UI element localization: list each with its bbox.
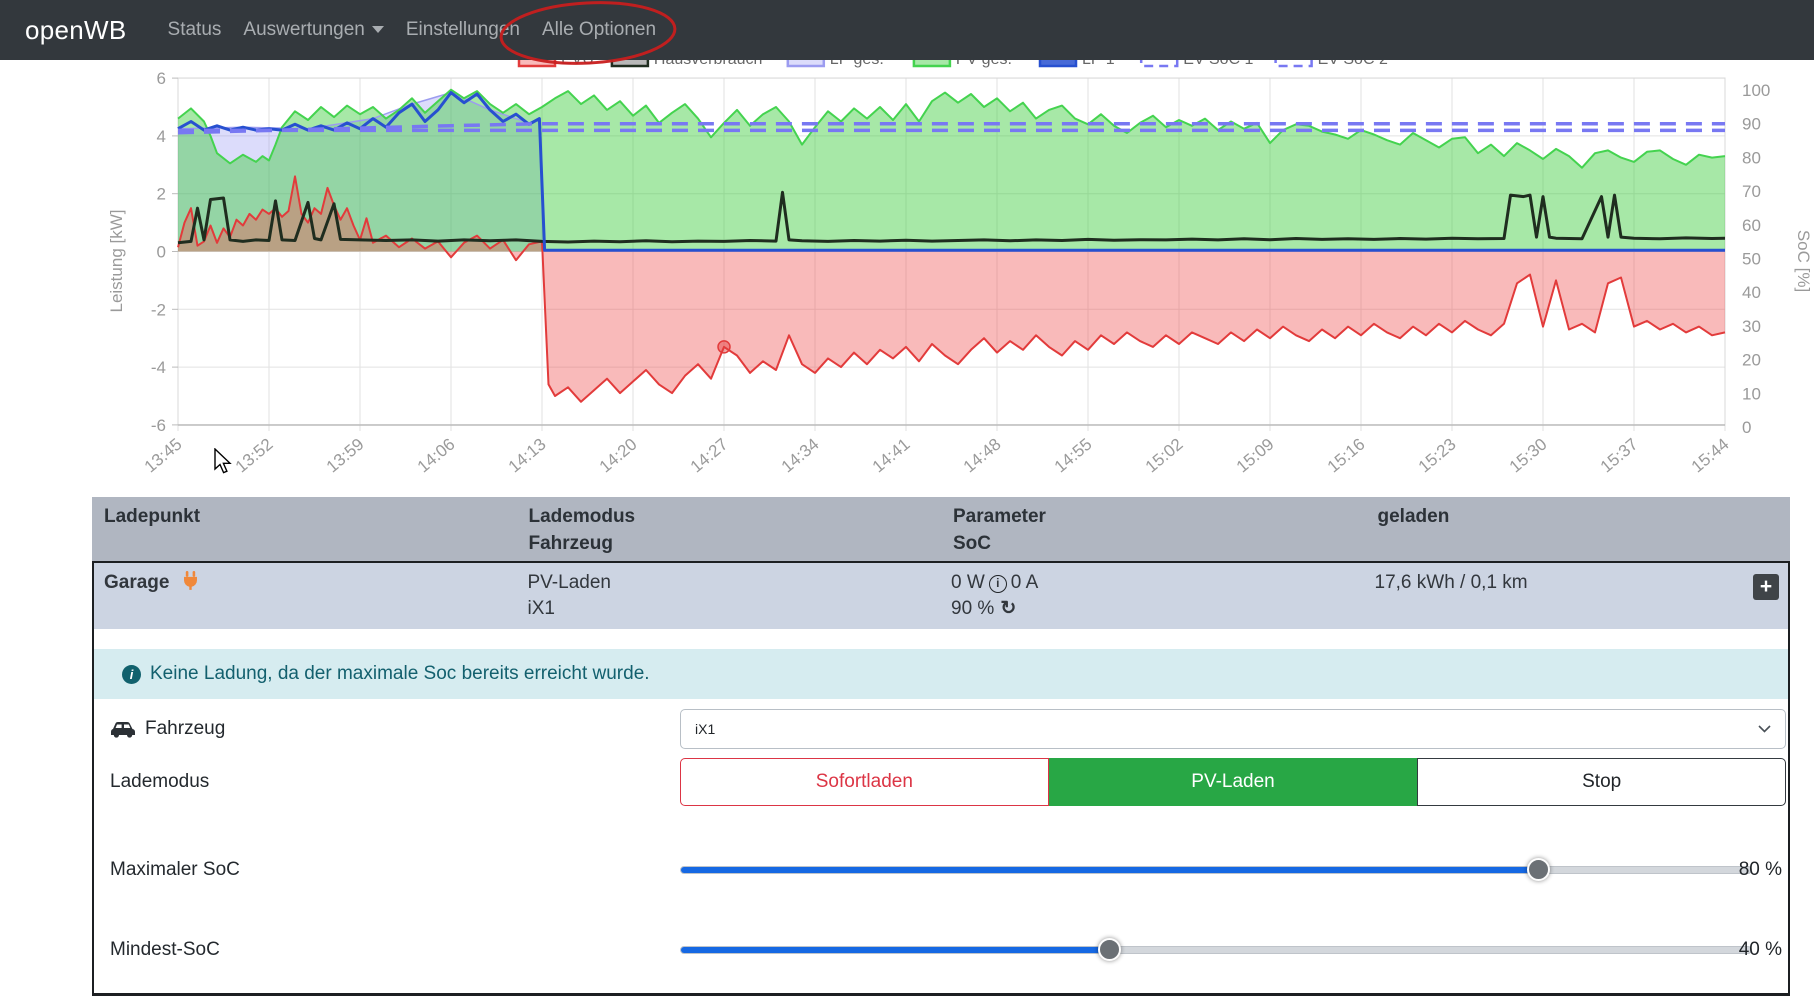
chargepoint-name: Garage — [104, 572, 169, 593]
max-soc-slider[interactable] — [680, 858, 1752, 882]
info-alert: i Keine Ladung, da der maximale Soc bere… — [94, 649, 1788, 699]
svg-text:-2: -2 — [151, 300, 166, 319]
charge-current: 0 A — [1011, 572, 1038, 593]
svg-text:14:34: 14:34 — [778, 435, 823, 477]
chevron-down-icon — [1758, 725, 1771, 733]
mode-row: Lademodus Sofortladen PV-Laden Stop — [94, 757, 1788, 807]
nav-menu: StatusAuswertungenEinstellungenAlle Opti… — [157, 19, 668, 41]
alert-text: Keine Ladung, da der maximale Soc bereit… — [150, 663, 650, 685]
svg-text:Leistung [kW]: Leistung [kW] — [107, 210, 126, 313]
svg-text:13:45: 13:45 — [141, 435, 186, 477]
svg-text:SoC [%]: SoC [%] — [1794, 230, 1813, 292]
expand-button[interactable]: + — [1753, 574, 1779, 600]
svg-text:14:48: 14:48 — [960, 435, 1005, 477]
svg-text:40: 40 — [1742, 283, 1761, 302]
header-parameter-soc: ParameterSoC — [941, 503, 1366, 561]
current-vehicle: iX1 — [528, 596, 942, 622]
min-soc-label: Mindest-SoC — [94, 939, 220, 961]
svg-text:70: 70 — [1742, 182, 1761, 201]
svg-text:20: 20 — [1742, 351, 1761, 370]
min-soc-value: 40 % — [1692, 939, 1782, 961]
svg-text:15:23: 15:23 — [1415, 435, 1460, 477]
header-ladepunkt: Ladepunkt — [92, 503, 517, 561]
parameter-cell: 0 Wi0 A 90 % ↻ — [941, 570, 1365, 629]
svg-text:14:41: 14:41 — [869, 435, 914, 477]
max-soc-thumb[interactable] — [1527, 858, 1550, 881]
nav-item-alle-optionen[interactable]: Alle Optionen — [531, 19, 667, 41]
min-soc-row: Mindest-SoC 40 % — [94, 925, 1788, 975]
svg-text:80: 80 — [1742, 148, 1761, 167]
charge-power: 0 W — [951, 572, 985, 593]
svg-text:15:30: 15:30 — [1506, 435, 1551, 477]
svg-text:90: 90 — [1742, 115, 1761, 134]
svg-text:14:06: 14:06 — [414, 435, 459, 477]
navbar: openWB StatusAuswertungenEinstellungenAl… — [0, 0, 1814, 60]
svg-text:30: 30 — [1742, 317, 1761, 336]
svg-text:4: 4 — [157, 127, 166, 146]
min-soc-thumb[interactable] — [1098, 938, 1121, 961]
info-circle-icon[interactable]: i — [989, 575, 1007, 593]
svg-text:0: 0 — [157, 243, 166, 262]
svg-text:15:37: 15:37 — [1597, 435, 1642, 477]
mode-button-group: Sofortladen PV-Laden Stop — [680, 758, 1786, 806]
svg-text:15:02: 15:02 — [1142, 435, 1187, 477]
chargepoint-row[interactable]: Garage PV-Laden iX1 0 Wi0 A — [94, 563, 1788, 629]
svg-text:2: 2 — [157, 185, 166, 204]
table-header: Ladepunkt LademodusFahrzeug ParameterSoC… — [92, 497, 1790, 561]
chargepoint-card: Garage PV-Laden iX1 0 Wi0 A — [92, 561, 1790, 996]
nav-item-einstellungen[interactable]: Einstellungen — [395, 19, 531, 41]
current-mode: PV-Laden — [528, 570, 942, 596]
svg-text:60: 60 — [1742, 216, 1761, 235]
brand-logo[interactable]: openWB — [25, 15, 127, 46]
header-lademodus-fahrzeug: LademodusFahrzeug — [517, 503, 942, 561]
nav-item-auswertungen[interactable]: Auswertungen — [232, 19, 394, 41]
svg-text:14:20: 14:20 — [596, 435, 641, 477]
mode-vehicle-cell: PV-Laden iX1 — [518, 570, 942, 629]
vehicle-row: Fahrzeug iX1 — [94, 707, 1788, 751]
svg-text:-6: -6 — [151, 416, 166, 435]
svg-text:13:59: 13:59 — [323, 435, 368, 477]
page: 6420-2-4-6Leistung [kW]10090807060504030… — [0, 0, 1814, 1000]
svg-text:14:13: 14:13 — [505, 435, 550, 477]
plug-icon — [182, 571, 199, 591]
svg-text:0: 0 — [1742, 418, 1751, 437]
svg-text:10: 10 — [1742, 384, 1761, 403]
mode-sofortladen-button[interactable]: Sofortladen — [680, 758, 1049, 806]
vehicle-select-value: iX1 — [695, 721, 715, 737]
mode-pv-laden-button[interactable]: PV-Laden — [1049, 758, 1418, 806]
svg-text:6: 6 — [157, 69, 166, 88]
svg-text:-4: -4 — [151, 358, 166, 377]
svg-text:100: 100 — [1742, 81, 1770, 100]
max-soc-label: Maximaler SoC — [94, 859, 240, 881]
charged-energy: 17,6 kWh / 0,1 km — [1375, 572, 1528, 593]
max-soc-value: 80 % — [1692, 859, 1782, 881]
svg-text:13:52: 13:52 — [232, 435, 277, 477]
nav-item-status[interactable]: Status — [157, 19, 233, 41]
info-icon: i — [122, 665, 141, 684]
min-soc-track[interactable] — [680, 946, 1752, 954]
mode-label: Lademodus — [94, 771, 209, 793]
mode-stop-button[interactable]: Stop — [1417, 758, 1786, 806]
charged-cell: 17,6 kWh / 0,1 km — [1365, 570, 1789, 629]
chargepoint-name-cell: Garage — [94, 570, 518, 629]
svg-text:50: 50 — [1742, 250, 1761, 269]
header-geladen: geladen — [1366, 503, 1791, 561]
power-soc-chart: 6420-2-4-6Leistung [kW]10090807060504030… — [0, 46, 1814, 490]
svg-text:15:09: 15:09 — [1233, 435, 1278, 477]
controls-section: i Keine Ladung, da der maximale Soc bere… — [94, 649, 1788, 993]
vehicle-soc: 90 % — [951, 598, 994, 619]
chargepoint-panel: Ladepunkt LademodusFahrzeug ParameterSoC… — [92, 497, 1790, 996]
caret-down-icon — [372, 26, 384, 33]
max-soc-track[interactable] — [680, 866, 1752, 874]
car-icon — [110, 720, 136, 738]
svg-text:15:16: 15:16 — [1324, 435, 1369, 477]
vehicle-label: Fahrzeug — [94, 718, 225, 740]
svg-text:14:27: 14:27 — [687, 435, 732, 477]
refresh-icon[interactable]: ↻ — [1000, 598, 1016, 619]
svg-text:14:55: 14:55 — [1051, 435, 1096, 477]
vehicle-select[interactable]: iX1 — [680, 709, 1786, 749]
max-soc-row: Maximaler SoC 80 % — [94, 845, 1788, 895]
svg-text:15:44: 15:44 — [1688, 435, 1733, 477]
min-soc-slider[interactable] — [680, 938, 1752, 962]
